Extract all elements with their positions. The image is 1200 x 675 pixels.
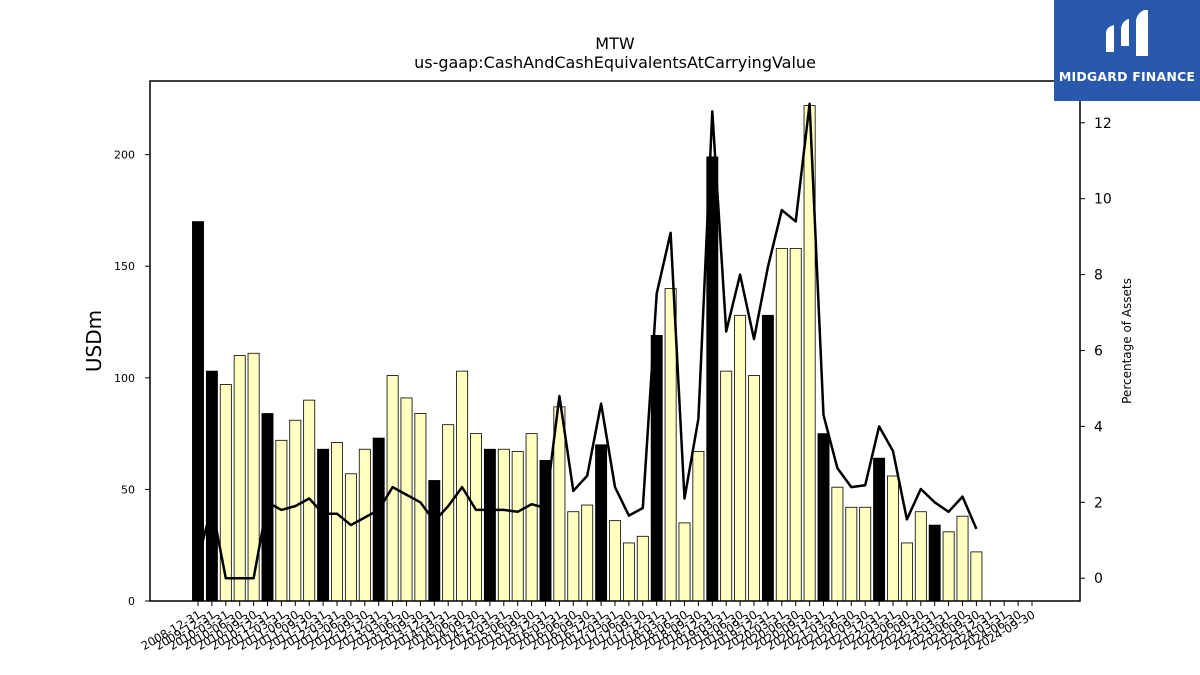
bar-2022-09-30 [914,511,927,602]
x-ticks-layer: 2008-12-312009-12-312010-03-312010-06-30… [139,601,1038,653]
y-tick-label: 0 [128,595,135,608]
bar-2018-03-31 [664,288,677,602]
bar-2016-09-30 [581,504,594,602]
bar-2012-03-31 [331,442,343,602]
bar-2020-03-31 [775,247,788,602]
bar-2012-09-30 [358,448,371,602]
y-tick-label: 150 [114,260,135,273]
bar-2023-09-30 [970,551,983,602]
brand-logo: MIDGARD FINANCE [1054,0,1200,101]
bar-2023-03-31 [942,531,955,602]
y2-tick-label: 12 [1094,116,1112,132]
bar-2009-12-31 [205,370,218,602]
y-tick-label: 50 [121,483,135,496]
bar-2022-03-31 [887,475,899,602]
bar-2021-03-31 [831,486,844,602]
bar-2011-06-30 [289,419,302,602]
y-axis-label: USDm [82,310,106,372]
bar-2012-06-30 [344,473,357,602]
bar-2017-06-30 [622,542,635,602]
brand-mark-icon [1106,10,1148,56]
bar-2011-12-31 [317,448,330,602]
chart-title: MTW [595,34,635,53]
bar-2023-06-30 [956,515,969,602]
brand-name: MIDGARD FINANCE [1058,69,1196,84]
bar-2021-12-31 [873,457,886,602]
bar-2013-06-30 [400,397,413,602]
bar-2014-12-31 [483,448,496,602]
chart-subtitle: us-gaap:CashAndCashEquivalentsAtCarrying… [414,53,816,72]
bars-layer [192,105,983,602]
bar-2016-06-30 [567,511,580,602]
y2-tick-label: 0 [1094,571,1103,587]
bar-2020-12-31 [817,433,830,602]
y2-tick-label: 10 [1094,192,1112,208]
bar-2014-03-31 [442,424,455,602]
bar-2021-09-30 [859,506,872,602]
bar-2017-03-31 [609,520,621,602]
bar-2013-12-31 [428,480,441,602]
bar-2022-12-31 [928,524,941,602]
bar-2021-06-30 [845,506,858,602]
y-tick-label: 200 [114,149,135,162]
bar-2019-06-30 [734,314,747,602]
y2-axis-label: Percentage of Assets [1120,278,1134,404]
bar-2016-12-31 [595,444,608,602]
bar-2014-09-30 [470,433,482,602]
bar-2010-06-30 [233,355,246,602]
y2-ticks-layer: 0 2 4 6 8 10 12 [1080,116,1112,587]
bar-2017-12-31 [650,335,663,602]
pct-assets-line [196,102,978,580]
bar-2022-06-30 [900,542,913,602]
bar-2018-06-30 [678,522,691,602]
bar-2019-03-31 [720,370,733,602]
y-ticks-layer: 0 50 100 150 200 [114,149,150,608]
y2-tick-label: 4 [1094,419,1103,435]
bar-2017-09-30 [636,535,649,602]
bar-2020-06-30 [789,247,802,602]
bar-2019-09-30 [748,375,760,602]
bar-2012-12-31 [372,437,385,602]
bar-2011-03-31 [275,439,288,602]
bar-2015-06-30 [511,451,524,602]
y2-tick-label: 8 [1094,268,1103,284]
y2-tick-label: 2 [1094,495,1103,511]
bar-2015-03-31 [497,448,510,602]
bar-2018-09-30 [692,451,705,602]
line-layer [196,102,978,580]
y-tick-label: 100 [114,372,135,385]
bar-2010-03-31 [219,384,232,602]
bar-2015-09-30 [525,433,538,602]
bar-2019-12-31 [761,314,774,602]
y2-tick-label: 6 [1094,343,1103,359]
